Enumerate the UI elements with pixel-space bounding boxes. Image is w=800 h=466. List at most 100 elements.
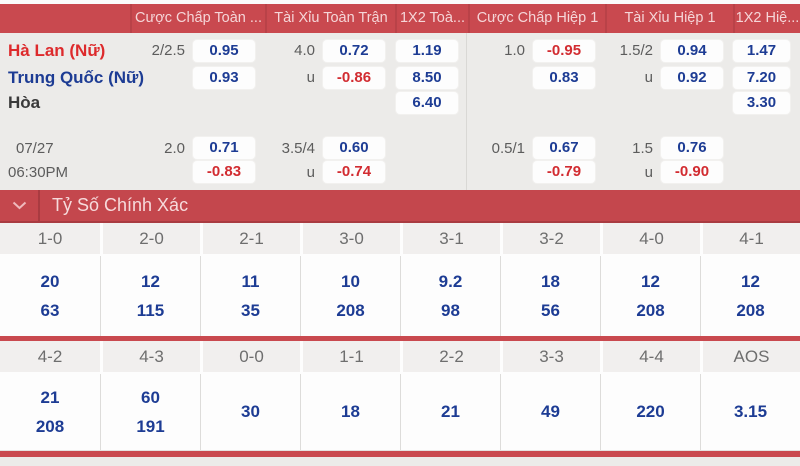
score-label: 4-0 <box>600 223 700 254</box>
odds-button[interactable]: -0.79 <box>533 161 595 183</box>
score-odds[interactable]: 98 <box>441 300 460 320</box>
odds-button[interactable]: 3.30 <box>733 92 790 114</box>
odds-button[interactable]: 8.50 <box>396 66 458 89</box>
score-odds-cell[interactable]: 11 35 <box>200 256 300 336</box>
score-odds-cell[interactable]: 30 <box>200 374 300 450</box>
odds-button[interactable]: 0.60 <box>323 137 385 159</box>
collapse-toggle[interactable] <box>0 190 40 221</box>
handicap-line: 1.0 <box>504 42 525 59</box>
score-label: 2-0 <box>100 223 200 254</box>
odds-button[interactable]: -0.86 <box>323 66 385 89</box>
score-odds-cell[interactable]: 49 <box>500 374 600 450</box>
odds-row-schedule-2: 06:30PM -0.83 u -0.74 -0.79 u -0.90 <box>0 160 800 184</box>
away-ft-overunder-cell: u -0.86 <box>265 64 395 91</box>
score-odds[interactable]: 21 <box>40 387 60 407</box>
score-odds[interactable]: 20 <box>40 271 60 291</box>
away-h1-1x2-cell: 7.20 <box>733 64 800 91</box>
odds-row-away: Trung Quốc (Nữ) 0.93 u -0.86 8.50 0.83 u… <box>0 64 800 91</box>
score-odds[interactable]: 191 <box>136 416 165 436</box>
overunder-line: 4.0 <box>294 42 315 59</box>
score-odds-cell[interactable]: 60 191 <box>100 374 200 450</box>
overunder-line: u <box>644 69 653 86</box>
score-label: 4-1 <box>700 223 800 254</box>
score-odds[interactable]: 220 <box>636 402 665 421</box>
odds-button[interactable]: 6.40 <box>396 92 458 114</box>
score-odds-cell[interactable]: 21 <box>400 374 500 450</box>
score-odds[interactable]: 10 <box>341 271 360 291</box>
odds-button[interactable]: 0.72 <box>323 39 385 62</box>
odds-button[interactable]: 1.47 <box>733 39 790 62</box>
score-odds[interactable]: 115 <box>136 300 165 320</box>
score-odds[interactable]: 12 <box>741 271 760 291</box>
score-odds[interactable]: 21 <box>441 402 460 421</box>
score-odds-cell[interactable]: 220 <box>600 374 700 450</box>
score-odds-cell[interactable]: 18 56 <box>500 256 600 336</box>
score-label: 3-3 <box>500 341 600 372</box>
odds-button[interactable]: 0.67 <box>533 137 595 159</box>
score-odds[interactable]: 18 <box>341 402 360 421</box>
odds-button[interactable]: 0.95 <box>193 39 255 62</box>
score-odds[interactable]: 60 <box>141 387 160 407</box>
odds-row-schedule-1: 07/27 2.0 0.71 3.5/4 0.60 0.5/1 0.67 1.5… <box>0 136 800 160</box>
score-odds-cell[interactable]: 12 115 <box>100 256 200 336</box>
score-odds[interactable]: 56 <box>541 300 560 320</box>
draw-ft-1x2-cell: 6.40 <box>395 91 468 115</box>
score-odds[interactable]: 30 <box>241 402 260 421</box>
score-odds[interactable]: 63 <box>40 300 60 320</box>
overunder-line: 1.5/2 <box>619 42 653 59</box>
odds-button[interactable]: -0.74 <box>323 161 385 183</box>
correct-score-section-header[interactable]: Tỷ Số Chính Xác <box>0 190 800 223</box>
score-label: 3-1 <box>400 223 500 254</box>
score-odds-cell[interactable]: 12 208 <box>700 256 800 336</box>
odds-button[interactable]: 0.94 <box>661 39 723 62</box>
score-odds[interactable]: 12 <box>141 271 160 291</box>
score-odds[interactable]: 208 <box>636 300 665 320</box>
odds-button[interactable]: -0.83 <box>193 161 255 183</box>
score-odds[interactable]: 208 <box>336 300 365 320</box>
grid-gap <box>0 254 800 256</box>
score-label: AOS <box>700 341 800 372</box>
score-odds[interactable]: 35 <box>241 300 260 320</box>
odds-button[interactable]: 0.92 <box>661 66 723 89</box>
score-odds-cell[interactable]: 3.15 <box>700 374 800 450</box>
score-label: 4-3 <box>100 341 200 372</box>
score-odds-cell[interactable]: 9.2 98 <box>400 256 500 336</box>
home-ft-overunder-cell: 4.0 0.72 <box>265 37 395 64</box>
overunder-line: 1.5 <box>632 139 653 157</box>
team-name-away: Trung Quốc (Nữ) <box>8 67 145 87</box>
team-name-draw: Hòa <box>8 93 41 112</box>
odds-button[interactable]: -0.90 <box>661 161 723 183</box>
score-odds-cell[interactable]: 20 63 <box>0 256 100 336</box>
odds-button[interactable]: 7.20 <box>733 66 790 89</box>
sched2-h1-overunder-cell: u -0.90 <box>605 160 733 184</box>
match-date: 07/27 <box>16 139 54 157</box>
odds-button[interactable]: 0.83 <box>533 66 595 89</box>
score-odds[interactable]: 208 <box>35 416 65 436</box>
score-odds[interactable]: 11 <box>241 271 260 291</box>
score-odds-cell[interactable]: 12 208 <box>600 256 700 336</box>
score-odds[interactable]: 208 <box>736 300 765 320</box>
sched-h1-handicap-cell: 0.5/1 0.67 <box>468 136 605 160</box>
score-odds[interactable]: 18 <box>541 271 560 291</box>
odds-button[interactable]: -0.95 <box>533 39 595 62</box>
sched-h1-overunder-cell: 1.5 0.76 <box>605 136 733 160</box>
score-odds-cell[interactable]: 21 208 <box>0 374 100 450</box>
score-odds-cell[interactable]: 10 208 <box>300 256 400 336</box>
score-grid2-header: 4-2 4-3 0-0 1-1 2-2 3-3 4-4 AOS <box>0 341 800 372</box>
odds-button[interactable]: 0.76 <box>661 137 723 159</box>
score-label: 3-0 <box>300 223 400 254</box>
score-odds[interactable]: 49 <box>541 402 560 421</box>
score-odds[interactable]: 3.15 <box>733 402 768 421</box>
odds-button[interactable]: 0.93 <box>193 66 255 89</box>
match-odds-table: Cược Chấp Toàn ... Tài Xỉu Toàn Trận 1X2… <box>0 4 800 190</box>
away-h1-handicap-cell: 0.83 <box>468 64 605 91</box>
odds-button[interactable]: 0.71 <box>193 137 255 159</box>
score-odds-cell[interactable]: 18 <box>300 374 400 450</box>
odds-button[interactable]: 1.19 <box>396 39 458 62</box>
score-odds[interactable]: 12 <box>641 271 660 291</box>
section-title: Tỷ Số Chính Xác <box>52 195 189 215</box>
odds-row-draw: Hòa 6.40 3.30 <box>0 91 800 115</box>
home-h1-overunder-cell: 1.5/2 0.94 <box>605 37 733 64</box>
score-odds[interactable]: 9.2 <box>438 271 463 291</box>
